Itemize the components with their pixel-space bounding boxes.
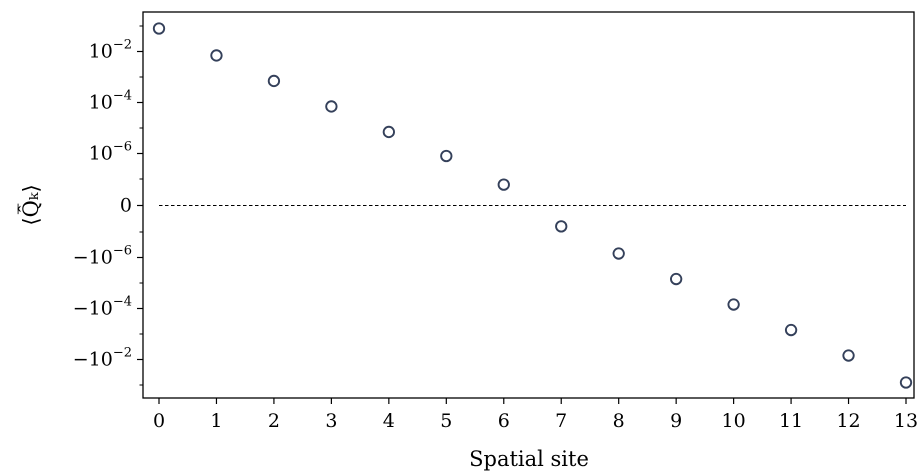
- plot-frame: [142, 11, 915, 399]
- data-point: [152, 22, 166, 35]
- y-tick-label: −10−2: [73, 346, 132, 371]
- x-tick-label: 1: [210, 410, 222, 432]
- data-point: [267, 74, 281, 88]
- y-tick-label: 10−4: [89, 89, 132, 114]
- x-tick-label: 9: [670, 410, 682, 432]
- data-point: [612, 247, 625, 260]
- x-tick-label: 4: [383, 410, 395, 432]
- x-tick-label: 3: [325, 410, 337, 432]
- data-point: [382, 125, 395, 139]
- x-tick-label: 13: [894, 410, 918, 432]
- y-tick-label: −10−6: [73, 244, 132, 269]
- data-point: [440, 149, 453, 163]
- x-tick-label: 12: [836, 410, 860, 432]
- data-point: [784, 323, 798, 337]
- x-tick-label: 7: [555, 410, 567, 432]
- x-axis: 0 1 2 3 4 5 6 7 8 9 10 11 12 13: [153, 398, 918, 432]
- x-tick-label: 8: [613, 410, 625, 432]
- data-point: [670, 272, 683, 286]
- data-points: [152, 22, 913, 389]
- data-point: [842, 349, 855, 362]
- x-axis-title: Spatial site: [469, 447, 589, 471]
- y-tick-label: 0: [120, 195, 132, 217]
- data-point: [210, 49, 223, 62]
- x-tick-label: 5: [440, 410, 452, 432]
- data-point: [727, 298, 740, 311]
- x-tick-label: 0: [153, 410, 165, 432]
- y-axis: 10−2 10−4 10−6 0 −10−6 −10−4 −10−2: [73, 25, 143, 386]
- y-axis-title: ⟨Q̂̅ₖ⟩: [18, 184, 43, 225]
- y-tick-label: 10−6: [89, 140, 132, 165]
- data-point: [899, 376, 913, 389]
- data-point: [497, 178, 510, 191]
- data-point: [555, 220, 568, 233]
- x-tick-label: 6: [498, 410, 510, 432]
- data-point: [325, 100, 338, 113]
- x-tick-label: 10: [722, 410, 746, 432]
- y-tick-label: −10−4: [73, 295, 132, 320]
- x-tick-label: 11: [779, 410, 803, 432]
- y-tick-label: 10−2: [89, 38, 132, 63]
- x-tick-label: 2: [268, 410, 280, 432]
